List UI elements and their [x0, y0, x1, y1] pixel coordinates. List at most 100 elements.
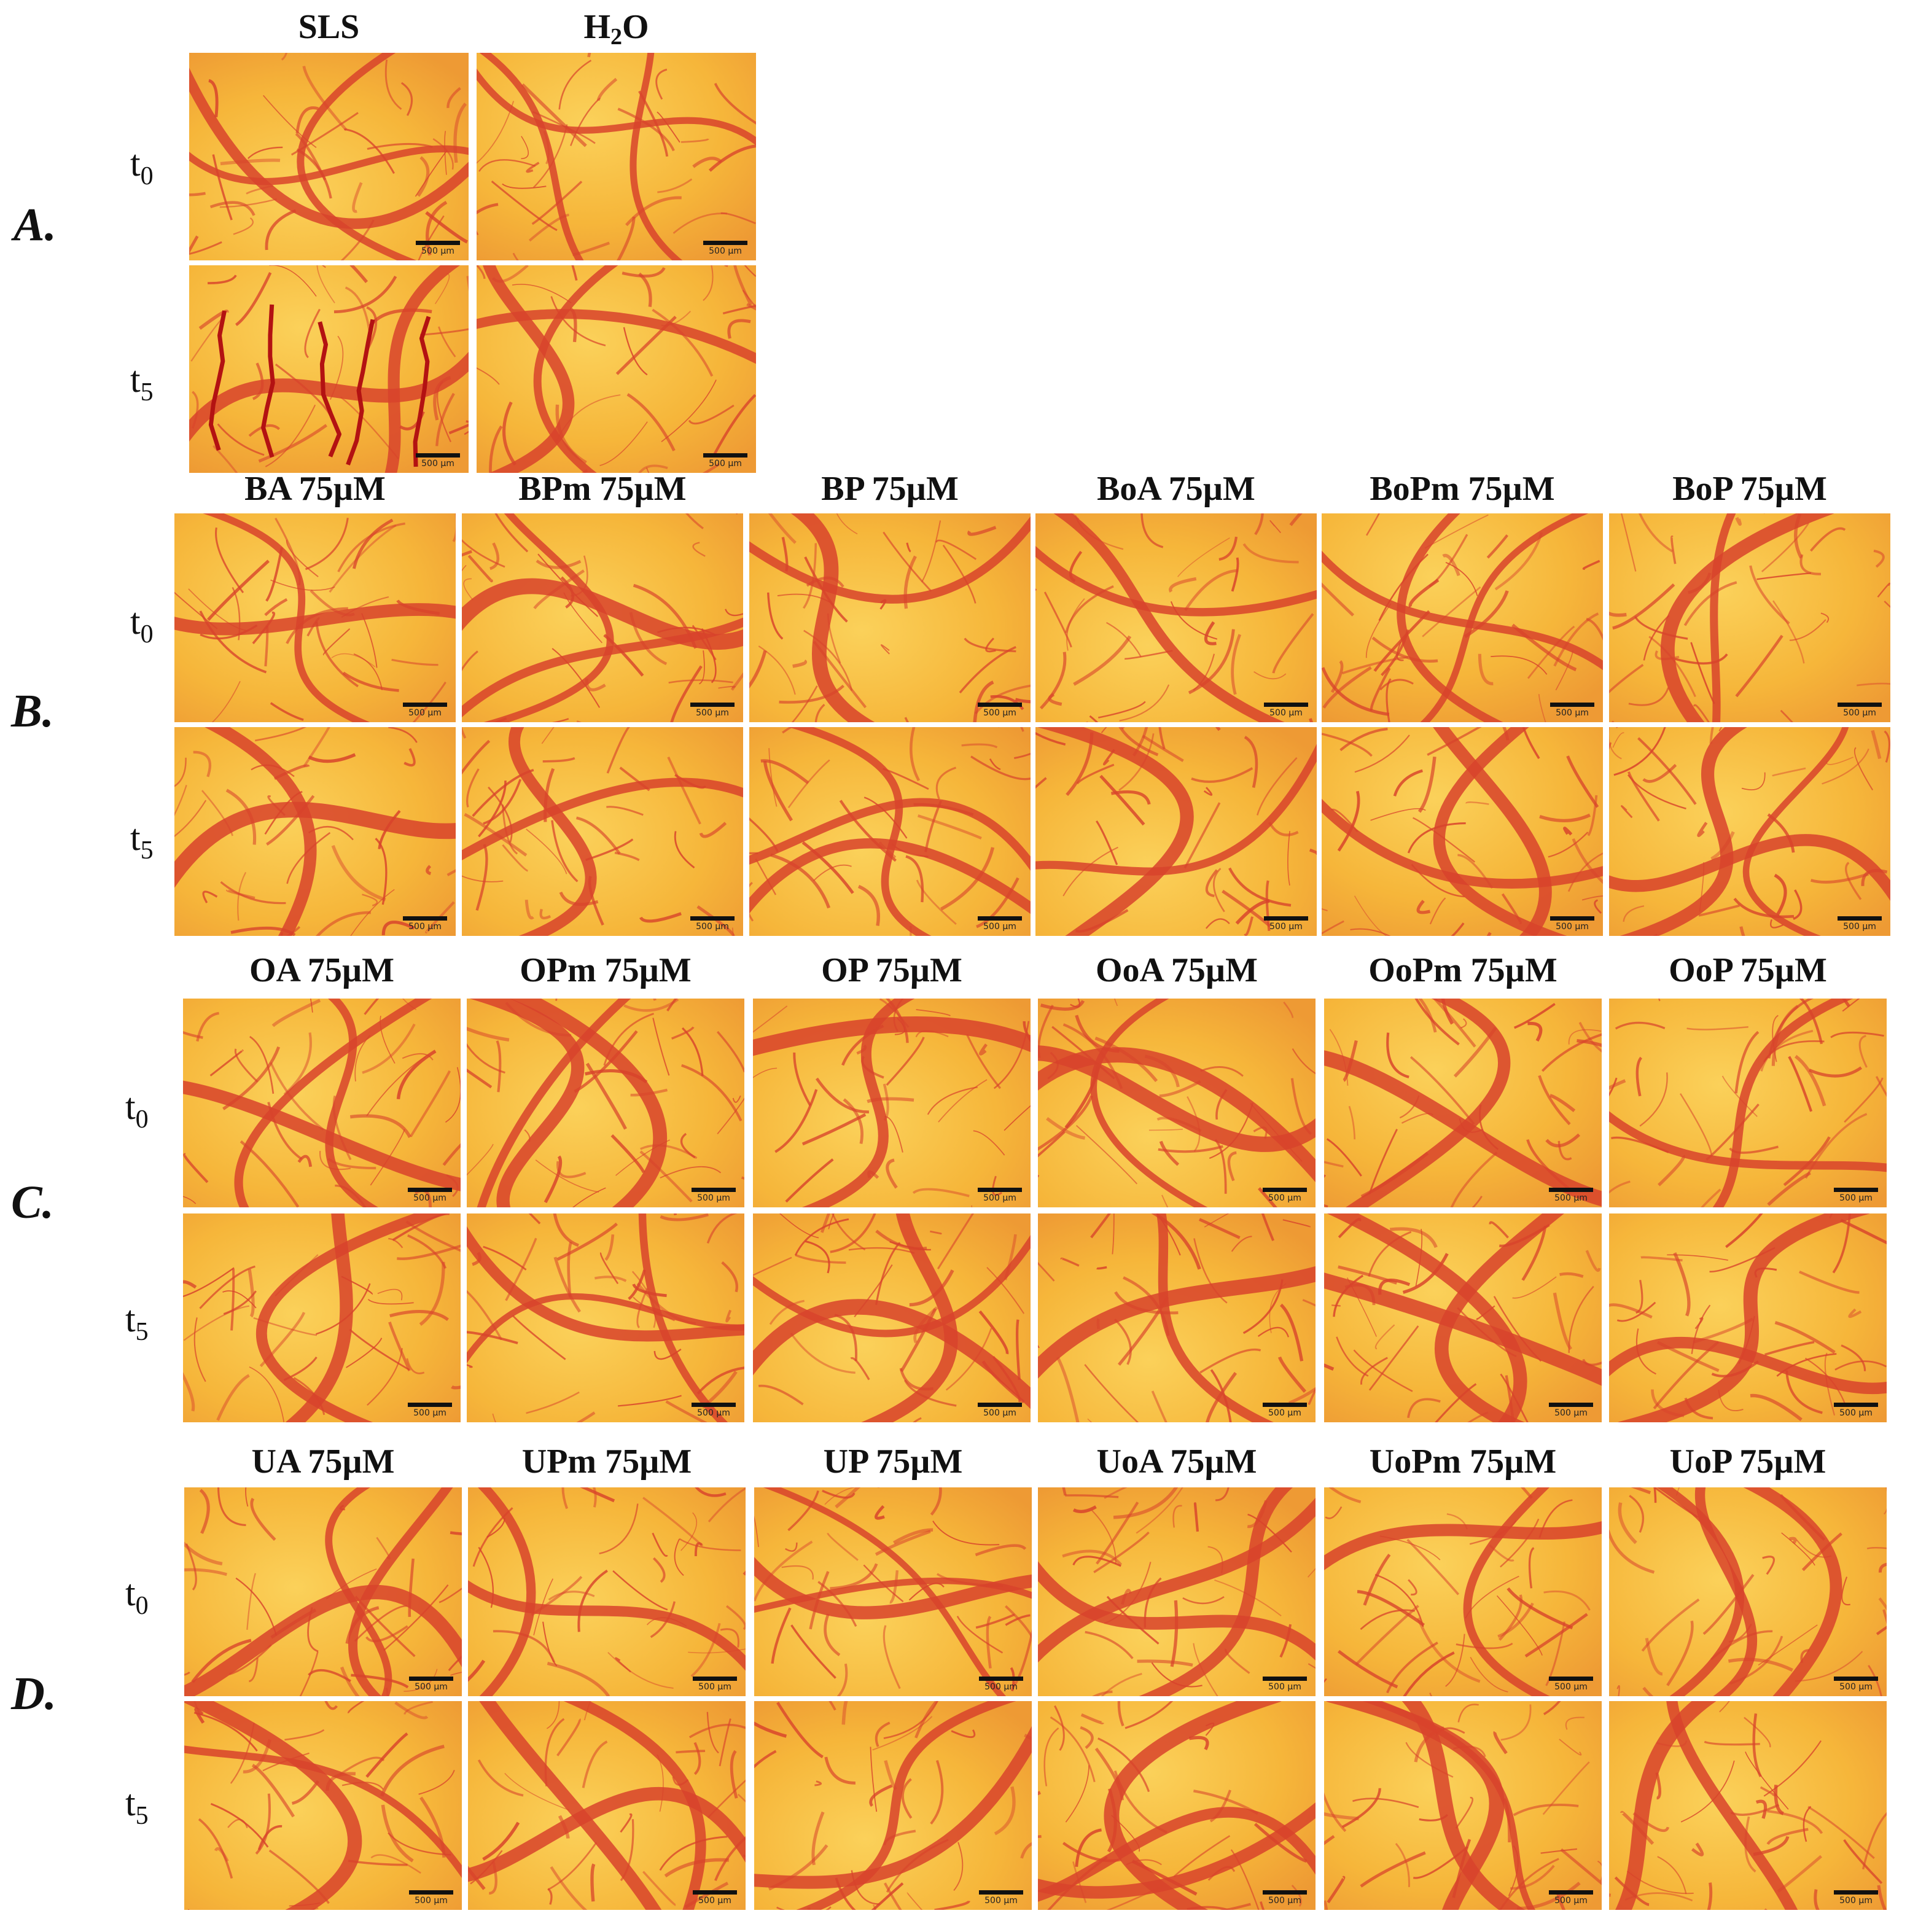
capillary — [717, 1097, 744, 1135]
capillary — [376, 1537, 391, 1560]
capillary — [216, 1374, 250, 1421]
capillary — [1548, 832, 1589, 858]
major-vessel — [1322, 798, 1603, 889]
hemorrhage-streak — [208, 310, 227, 451]
capillary — [1457, 1307, 1517, 1357]
capillary — [491, 181, 558, 232]
capillary — [539, 908, 552, 919]
capillary — [1768, 999, 1814, 1059]
capillary — [934, 1900, 970, 1910]
capillary — [270, 1062, 324, 1131]
capillary — [217, 1487, 246, 1527]
capillary — [981, 1360, 1025, 1404]
capillary — [1076, 763, 1115, 785]
capillary — [1302, 1299, 1316, 1307]
major-vessel — [1420, 513, 1589, 722]
treatment-header: SLS — [298, 8, 360, 46]
capillary — [1097, 1737, 1150, 1793]
capillary — [352, 182, 363, 213]
capillary — [813, 641, 867, 709]
capillary — [607, 1651, 674, 1689]
capillary — [1393, 769, 1423, 797]
capillary — [822, 1489, 856, 1499]
capillary — [639, 912, 682, 923]
capillary — [183, 1267, 235, 1298]
major-vessel — [1609, 834, 1890, 902]
capillary — [975, 1613, 1015, 1629]
capillary — [1401, 1113, 1433, 1124]
capillary — [183, 1196, 197, 1204]
capillary — [1188, 1735, 1209, 1751]
capillary — [1450, 1151, 1498, 1207]
capillary — [433, 376, 451, 421]
capillary — [657, 626, 717, 636]
capillary — [1697, 822, 1708, 837]
capillary — [978, 1310, 1009, 1355]
capillary — [790, 1624, 836, 1679]
scale-bar-label: 500 µm — [413, 1193, 446, 1203]
capillary — [976, 877, 1019, 929]
capillary — [1235, 899, 1270, 925]
capillary — [1090, 1213, 1111, 1239]
capillary — [805, 1240, 830, 1274]
capillary — [1631, 1487, 1651, 1495]
capillary — [462, 739, 491, 775]
capillary — [310, 999, 313, 1013]
capillary — [183, 1372, 195, 1412]
capillary — [774, 1089, 818, 1153]
cam-micrograph: 500 µm — [1609, 1487, 1887, 1696]
capillary — [688, 404, 735, 425]
major-vessel — [183, 1080, 461, 1191]
scale-bar: 500 µm — [409, 1677, 453, 1691]
capillary — [1213, 868, 1225, 913]
capillary — [265, 404, 316, 467]
capillary — [556, 1161, 587, 1178]
capillary — [1497, 1602, 1534, 1638]
capillary — [1405, 1742, 1454, 1778]
capillary — [235, 271, 272, 327]
capillary — [875, 1530, 931, 1556]
capillary — [322, 628, 351, 656]
capillary — [694, 1542, 703, 1557]
cam-micrograph: 500 µm — [753, 1213, 1031, 1422]
capillary — [1460, 1018, 1467, 1029]
capillary — [1858, 1035, 1868, 1068]
capillary — [650, 1601, 676, 1638]
capillary — [1455, 1796, 1473, 1829]
capillary — [883, 531, 932, 592]
membrane-background — [749, 513, 1031, 722]
capillary — [1435, 1383, 1477, 1422]
capillary — [1563, 827, 1573, 836]
capillary — [1151, 1390, 1167, 1422]
capillary — [1137, 1659, 1193, 1667]
capillary — [795, 1253, 846, 1264]
capillary — [1609, 1077, 1618, 1097]
membrane-background — [1038, 1213, 1316, 1422]
capillary — [992, 1175, 1002, 1196]
hemorrhage-streak — [261, 304, 275, 458]
capillary — [1218, 536, 1238, 561]
capillary — [848, 1247, 915, 1254]
capillary — [299, 1651, 319, 1696]
capillary — [827, 1532, 859, 1561]
capillary — [467, 1143, 494, 1176]
capillary — [1416, 900, 1431, 914]
major-vessel — [189, 145, 469, 185]
capillary — [836, 513, 858, 535]
capillary — [531, 1576, 583, 1616]
capillary — [446, 869, 456, 876]
capillary — [543, 131, 550, 165]
capillary — [234, 1048, 259, 1083]
capillary — [1107, 1788, 1117, 1853]
capillary — [1804, 1113, 1868, 1179]
capillary — [555, 404, 587, 464]
capillary — [1193, 1643, 1218, 1696]
capillary — [1225, 1648, 1250, 1674]
capillary — [1050, 1716, 1096, 1782]
capillary — [670, 665, 703, 722]
capillary — [1413, 817, 1476, 863]
capillary — [450, 1672, 462, 1676]
capillary — [617, 216, 636, 260]
capillary — [438, 326, 456, 357]
capillary — [1567, 852, 1603, 892]
